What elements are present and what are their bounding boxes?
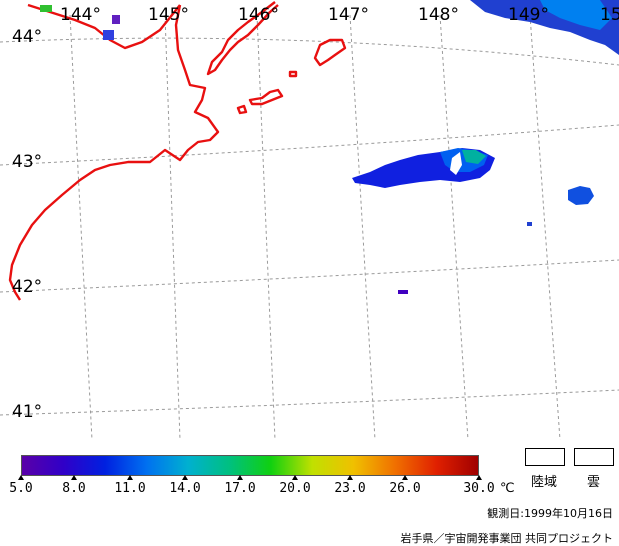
sst-patch-northeast-warm <box>540 0 612 30</box>
kunashiri-island <box>206 1 279 76</box>
colorbar-tick-label: 17.0 <box>224 481 256 496</box>
temperature-colorbar <box>21 455 479 476</box>
colorbar-tick-label: 8.0 <box>62 481 86 496</box>
sst-dot-1 <box>398 290 408 294</box>
meridian-144 <box>69 14 93 441</box>
colorbar-tick <box>292 475 298 480</box>
meridian-149 <box>529 14 561 441</box>
lon-label-146: 146° <box>238 5 279 25</box>
small-isle-2 <box>288 70 298 78</box>
lon-label-147: 147° <box>328 5 369 25</box>
land-legend-label: 陸域 <box>531 475 558 490</box>
meridian-147 <box>349 14 376 441</box>
lat-label-41: 41° <box>12 402 43 422</box>
colorbar-tick-label: 30.0 <box>463 481 495 496</box>
colorbar-tick-label: 11.0 <box>114 481 146 496</box>
nemuro-peninsula <box>8 4 220 301</box>
cloud-legend-label: 雲 <box>587 475 601 490</box>
sst-nw-purple <box>112 15 120 24</box>
meridian-145 <box>164 14 181 441</box>
hokkaido-east-coast <box>27 3 181 50</box>
colorbar-tick-label: 26.0 <box>389 481 421 496</box>
sst-patch-central-green <box>462 150 486 164</box>
credit-text: 岩手県／宇宙開発事業団 共同プロジェクト <box>400 532 614 545</box>
lon-label-148: 148° <box>418 5 459 25</box>
sst-map: 144° 145° 146° 147° 148° 149° 15 44° 43°… <box>0 0 619 441</box>
colorbar-tick <box>182 475 188 480</box>
parallel-44 <box>0 37 619 66</box>
lon-label-144: 144° <box>60 5 101 25</box>
lat-label-44: 44° <box>12 27 43 47</box>
small-isle-1 <box>236 104 248 115</box>
meridian-148 <box>439 14 469 441</box>
parallel-42 <box>0 259 619 293</box>
colorbar-tick <box>127 475 133 480</box>
parallel-43 <box>0 124 619 166</box>
habomai-islands <box>248 88 284 106</box>
lon-label-149: 149° <box>508 5 549 25</box>
observation-date: 観測日:1999年10月16日 <box>487 507 613 520</box>
colorbar-tick-label: 20.0 <box>279 481 311 496</box>
colorbar-tick <box>402 475 408 480</box>
sst-dot-2 <box>527 222 532 226</box>
lon-label-150: 15 <box>600 5 619 25</box>
cloud-legend-swatch <box>574 448 614 466</box>
parallel-41 <box>0 389 619 416</box>
colorbar-tick <box>18 475 24 480</box>
sst-patch-east <box>568 186 594 205</box>
coastline <box>8 1 347 301</box>
colorbar-tick <box>71 475 77 480</box>
colorbar-tick-label: 23.0 <box>334 481 366 496</box>
sst-nw-green <box>40 5 52 12</box>
sst-observations <box>40 0 619 294</box>
land-legend-swatch <box>525 448 565 466</box>
colorbar-tick-label: 14.0 <box>169 481 201 496</box>
graticule <box>0 14 619 441</box>
map-canvas <box>0 0 619 441</box>
colorbar-tick-label: 5.0 <box>9 481 33 496</box>
colorbar-tick <box>347 475 353 480</box>
lat-label-42: 42° <box>12 277 43 297</box>
colorbar-unit: ℃ <box>500 481 515 496</box>
lon-label-145: 145° <box>148 5 189 25</box>
sst-patch-central-white <box>450 152 462 175</box>
meridian-146 <box>256 14 276 441</box>
colorbar-tick <box>237 475 243 480</box>
shikotan-island <box>313 38 347 67</box>
lat-label-43: 43° <box>12 152 43 172</box>
colorbar-tick <box>476 475 482 480</box>
sst-nw-blue <box>103 30 114 40</box>
